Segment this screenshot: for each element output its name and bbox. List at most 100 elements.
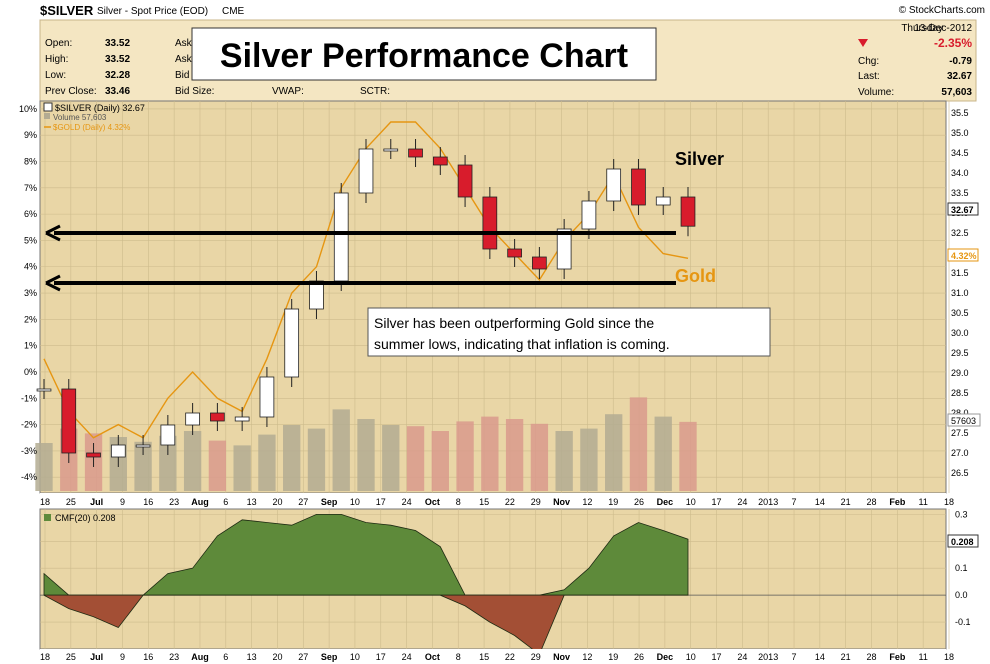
date-tick-label: 14	[815, 497, 825, 507]
cmf-tag	[947, 534, 979, 548]
date-tick-label: 12	[582, 652, 592, 662]
gold-legend-text: $GOLD (Daily) 4.32%	[53, 123, 130, 132]
date-tick-label: 28	[867, 497, 877, 507]
open-label: Open:	[45, 38, 72, 49]
date-tick-label: 16	[143, 497, 153, 507]
candle-body	[655, 196, 671, 206]
volume-tag	[947, 413, 981, 427]
date-axis-top: 18 25 Jul 9 16 23 Aug 6 13 20 27 Sep 10 17 24 Oct 8 15 22 2…	[40, 497, 954, 507]
date-tick-label: Nov	[553, 497, 570, 507]
date-tick-label: 17	[712, 497, 722, 507]
silver-annotation: Silver	[675, 149, 724, 169]
volume-bar	[431, 431, 449, 491]
open-value: 33.52	[105, 38, 130, 49]
date-tick-label: Jul	[90, 497, 103, 507]
pct-tick-label: 8%	[24, 157, 37, 167]
volume-bar	[629, 397, 648, 491]
date-tick-label: 10	[350, 652, 360, 662]
cmf-tick-label: -0.1	[955, 617, 971, 627]
price-tick-label: 26.5	[951, 468, 969, 478]
bid-size-label: Bid Size:	[175, 86, 214, 97]
date-tick-label: 10	[686, 652, 696, 662]
date-tick-label: Feb	[889, 652, 906, 662]
date-tick-label: Jul	[90, 652, 103, 662]
date-tick-label: 25	[66, 497, 76, 507]
pct-tick-label: -1%	[21, 393, 37, 403]
date-tick-label: 2013	[758, 652, 778, 662]
symbol-label: $SILVER	[40, 3, 94, 18]
date-tick-label: 19	[608, 652, 618, 662]
pct-tick-label: 9%	[24, 130, 37, 140]
date-tick-label: 28	[867, 652, 877, 662]
date-tick-label: 21	[841, 497, 851, 507]
candle-body	[432, 156, 448, 166]
chg-label: Chg:	[858, 56, 879, 67]
candle-body	[507, 248, 522, 258]
date-tick-label: 27	[298, 497, 308, 507]
price-tag-text: 32.67	[951, 205, 974, 215]
bid-label: Bid	[175, 70, 189, 81]
date-label: 13-Dec-2012	[914, 23, 972, 34]
candle-body	[333, 192, 349, 282]
prev-close-label: Prev Close:	[45, 86, 97, 97]
pct-tick-label: 1%	[24, 341, 37, 351]
cmf-tick-label: 0.1	[955, 563, 968, 573]
value-tags: 32.67 4.32% 57603	[947, 202, 981, 427]
volume-bar	[456, 421, 474, 491]
date-tick-label: 13	[247, 652, 257, 662]
price-tick-label: 27.5	[951, 428, 969, 438]
date-tick-label: 8	[456, 497, 461, 507]
date-tick-label: Sep	[321, 652, 338, 662]
price-tag	[947, 202, 979, 216]
price-tick-label: 30.5	[951, 308, 969, 318]
price-legend: $SILVER (Daily) 32.67 Volume 57,603 $GOL…	[43, 102, 145, 132]
date-tick-label: 6	[223, 652, 228, 662]
candle-body	[457, 164, 473, 198]
price-tick-label: 35.5	[951, 108, 969, 118]
quote-block: Open: 33.52 High: 33.52 Low: 32.28 Prev …	[45, 23, 972, 98]
pct-tick-label: -4%	[21, 472, 37, 482]
volume-label: Volume:	[858, 87, 894, 98]
candle-body	[210, 412, 225, 422]
cmf-tag-text: 0.208	[951, 537, 974, 547]
date-tick-label: Dec	[657, 652, 674, 662]
volume-bar	[580, 428, 598, 491]
volume-bar	[679, 421, 697, 491]
volume-bar	[654, 416, 672, 491]
cmf-tick-label: 0.3	[955, 509, 968, 519]
date-tick-label: 23	[169, 497, 179, 507]
date-tick-label: Oct	[425, 497, 440, 507]
volume-bar	[35, 443, 53, 491]
price-legend-text: $SILVER (Daily) 32.67	[55, 103, 145, 113]
price-tick-label: 34.0	[951, 168, 969, 178]
candle-body	[631, 168, 646, 206]
price-tick-label: 35.0	[951, 128, 969, 138]
price-axis: 35.535.034.534.033.533.032.532.031.531.0…	[951, 108, 969, 478]
candle-body	[581, 200, 597, 230]
volume-tag-text: 57603	[951, 416, 976, 426]
note-line-1: Silver has been outperforming Gold since…	[374, 315, 654, 331]
price-tick-label: 28.0	[951, 408, 969, 418]
support-lines	[45, 224, 676, 292]
date-tick-label: 20	[272, 652, 282, 662]
cmf-legend-swatch	[44, 514, 51, 521]
description-label: Silver - Spot Price (EOD)	[97, 6, 208, 17]
volume-bar	[332, 409, 350, 491]
header: $SILVER Silver - Spot Price (EOD) CME © …	[40, 3, 985, 18]
date-tick-label: 15	[479, 497, 489, 507]
date-tick-label: 12	[582, 497, 592, 507]
date-tick-label: 15	[479, 652, 489, 662]
date-tick-label: 18	[40, 497, 50, 507]
date-tick-label: 18	[40, 652, 50, 662]
date-tick-label: Aug	[191, 652, 209, 662]
candle-body	[680, 196, 696, 227]
volume-bar	[258, 434, 276, 491]
source-label: © StockCharts.com	[899, 5, 985, 16]
high-value: 33.52	[105, 54, 130, 65]
volume-legend-swatch	[44, 113, 50, 119]
volume-value: 57,603	[941, 87, 972, 98]
silver-legend-swatch	[43, 102, 53, 112]
candle-body	[606, 168, 622, 202]
price-tick-label: 29.0	[951, 368, 969, 378]
cmf-negative-area	[43, 594, 689, 656]
